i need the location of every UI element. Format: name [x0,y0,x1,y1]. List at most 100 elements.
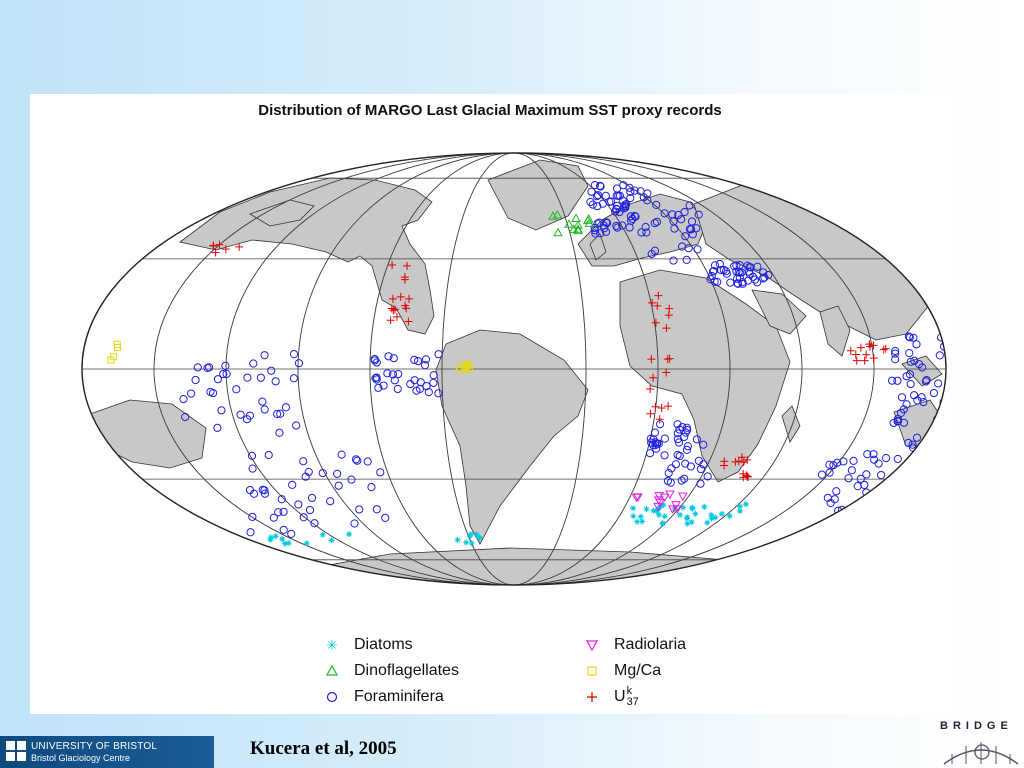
plus-marker [743,455,752,464]
plus-marker [389,306,398,315]
triangle-up-marker [552,210,563,219]
circle-marker [893,454,902,464]
circle-marker [374,383,383,392]
circle-marker [692,435,701,444]
circle-marker [750,275,760,284]
circle-marker [637,228,646,237]
circle-marker [674,210,683,220]
circle-marker [685,201,694,210]
circle-marker [673,434,682,444]
plus-marker [846,346,855,355]
plus-marker [879,345,888,354]
alaska [249,199,315,227]
circle-marker [288,480,297,490]
plus-marker [647,355,656,364]
star-marker [279,536,286,543]
circle-marker [863,450,872,459]
circle-marker [677,215,686,224]
circle-marker [905,333,914,342]
map-content [82,153,946,585]
map-title: Distribution of MARGO Last Glacial Maxim… [258,102,722,119]
circle-marker [912,340,921,349]
circle-marker [692,224,701,233]
circle-marker [880,495,889,504]
circle-marker [817,470,827,479]
circle-marker [318,468,327,478]
circle-marker [693,245,702,254]
star-marker [736,503,743,510]
circle-marker [663,476,673,486]
plus-marker [404,317,413,326]
logo-line-1: UNIVERSITY OF BRISTOL [31,741,158,752]
triangle-up-marker [553,227,563,237]
circle-marker [406,379,415,389]
circle-marker [372,505,381,514]
circle-marker [334,481,343,490]
plus-marker [664,402,673,411]
circle-marker [353,456,362,465]
circle-marker [350,519,359,528]
circle-marker [590,180,600,190]
star-marker [282,540,289,547]
plus-marker [655,415,664,424]
circle-marker [732,261,741,270]
legend-label: Foraminifera [354,688,444,705]
university-logo: UNIVERSITY OF BRISTOL Bristol Glaciology… [0,736,214,768]
circle-marker [860,480,869,490]
circle-marker [902,400,911,409]
circle-marker [652,439,661,448]
circle-marker [681,428,690,437]
circle-marker [650,218,659,228]
circle-marker [236,410,245,419]
plus-marker [209,241,218,250]
circle-marker [717,265,726,275]
circle-marker [673,429,682,438]
legend-item-foraminifera: Foraminifera [320,686,444,708]
star-marker [742,501,749,508]
star-marker [688,519,695,526]
circle-marker [416,378,425,387]
circle-marker [943,403,946,412]
circle-marker [941,404,946,413]
star-marker [812,549,819,556]
circle-marker [825,468,834,477]
circle-marker [888,376,897,385]
star-marker [267,536,274,543]
circle-marker [909,333,918,342]
star-marker [653,508,660,515]
africa [619,269,791,483]
circle-marker [243,373,252,382]
star-marker [836,547,843,554]
triangle-down-marker [659,493,670,503]
star-marker [837,543,844,550]
circle-marker [337,450,346,459]
circle-marker [856,474,865,483]
circle-marker [383,369,392,378]
plus-marker [388,260,397,269]
circle-marker [594,191,603,200]
circle-marker [929,388,939,398]
plus-marker [402,304,411,313]
circle-marker [376,468,385,477]
star-marker [692,510,699,517]
star-marker [785,541,792,548]
circle-marker [355,505,364,514]
star-marker [805,547,812,554]
circle-marker [630,186,639,195]
circle-marker [347,475,356,484]
circle-marker [258,485,267,494]
circle-marker [187,389,196,398]
circle-marker [910,356,919,365]
circle-marker [707,271,716,281]
circle-marker [736,268,745,277]
circle-marker [677,476,686,485]
star-marker [328,537,335,544]
circle-marker [759,268,768,277]
circle-marker [598,199,608,208]
plus-marker [654,291,663,300]
circle-marker [420,361,430,370]
circle-marker [935,351,944,360]
bristol-crest-icon [6,741,26,761]
circle-marker [899,405,908,414]
